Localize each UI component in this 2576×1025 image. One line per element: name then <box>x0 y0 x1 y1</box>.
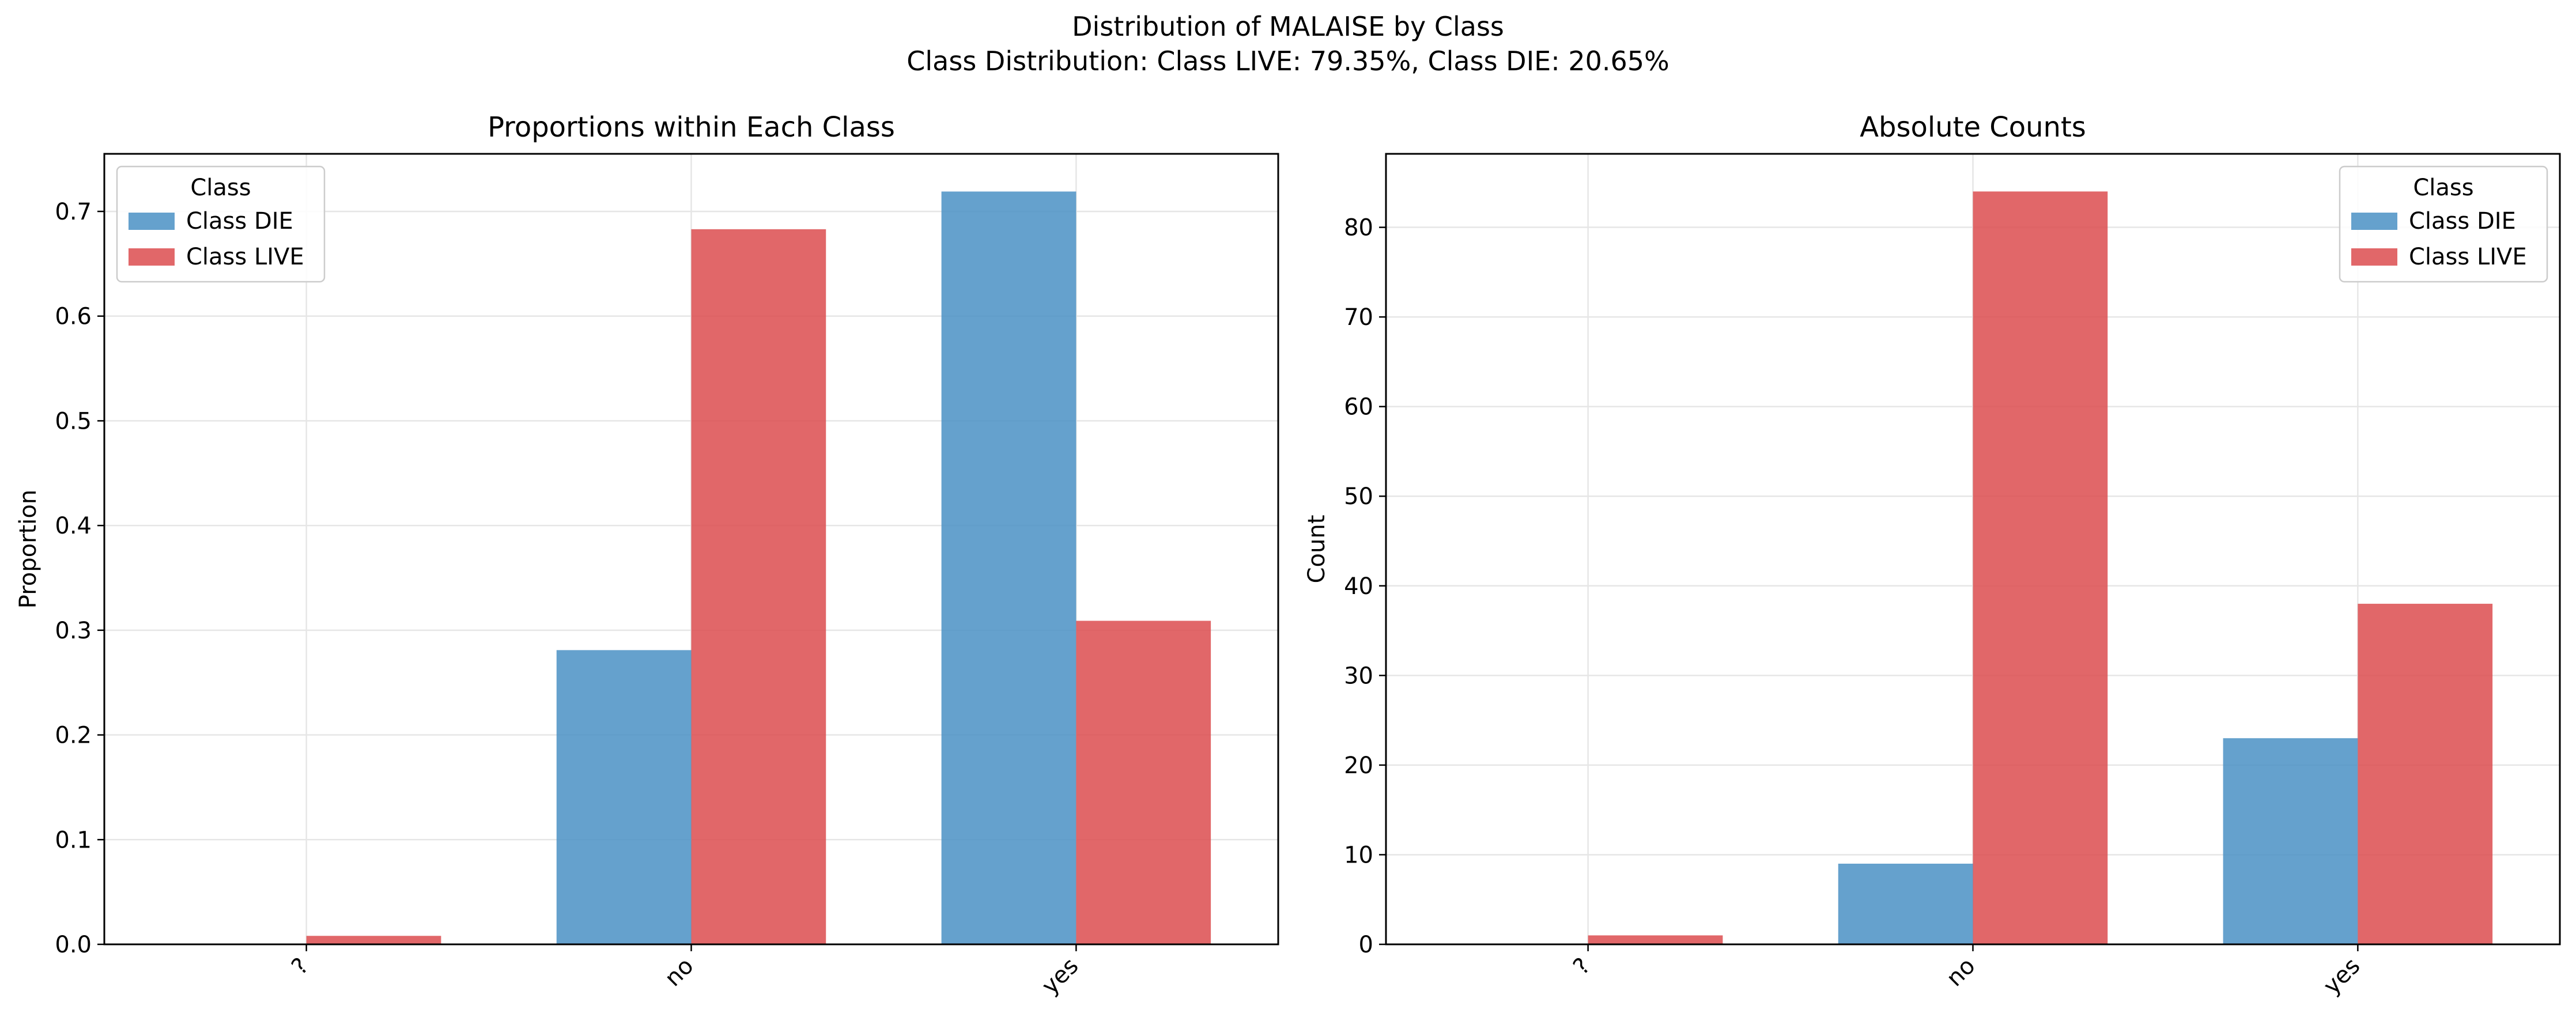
bar-live <box>691 229 826 944</box>
x-tick-label: yes <box>1037 953 1083 1000</box>
y-tick-label: 70 <box>1344 304 1373 331</box>
y-tick-label: 20 <box>1344 752 1373 779</box>
y-tick-label: 10 <box>1344 842 1373 868</box>
y-axis-label: Count <box>1304 515 1330 584</box>
x-tick-label: ? <box>1568 953 1596 981</box>
legend-swatch-die <box>2351 213 2397 230</box>
y-axis-label: Proportion <box>15 490 41 608</box>
legend-title: Class <box>2413 175 2473 201</box>
y-tick-label: 80 <box>1344 215 1373 241</box>
proportions-panel: Proportions within Each Class 0.0 0.1 0.2 0.… <box>15 111 1279 1000</box>
y-tick-label: 0 <box>1359 932 1373 958</box>
y-tick-label: 0.3 <box>55 618 92 644</box>
y-tick-label: 30 <box>1344 663 1373 689</box>
y-tick-label: 0.0 <box>55 932 92 958</box>
bar-live <box>2358 603 2493 944</box>
figure-title: Distribution of MALAISE by Class <box>1072 11 1504 42</box>
bar-die <box>2223 738 2358 944</box>
y-tick-label: 0.6 <box>55 304 92 330</box>
legend-label: Class DIE <box>186 208 293 234</box>
bar-live <box>1973 191 2108 944</box>
legend-label: Class LIVE <box>2409 244 2527 270</box>
y-tick-label: 40 <box>1344 573 1373 600</box>
legend-label: Class DIE <box>2409 208 2516 234</box>
x-tick-label: no <box>1942 953 1981 992</box>
legend-swatch-live <box>2351 248 2397 266</box>
bar-live <box>306 936 441 944</box>
y-tick-label: 0.4 <box>55 513 92 539</box>
legend-title: Class <box>190 175 251 201</box>
y-tick-label: 50 <box>1344 483 1373 510</box>
panel-title: Absolute Counts <box>1860 111 2086 143</box>
y-tick-label: 0.1 <box>55 827 92 853</box>
panel-title: Proportions within Each Class <box>488 111 895 143</box>
legend-label: Class LIVE <box>186 244 304 270</box>
x-tick-label: yes <box>2318 953 2365 1000</box>
counts-panel: Absolute Counts 0 10 20 30 40 50 60 70 80? no yes Co… <box>1304 111 2561 1000</box>
y-tick-label: 0.7 <box>55 199 92 225</box>
legend-swatch-die <box>129 213 175 230</box>
legend-swatch-live <box>129 248 175 266</box>
y-tick-label: 0.2 <box>55 723 92 749</box>
bar-live <box>1588 935 1723 944</box>
bar-die <box>556 650 692 944</box>
x-tick-label: no <box>660 953 699 992</box>
bar-die <box>941 191 1077 944</box>
y-tick-label: 0.5 <box>55 408 92 434</box>
figure-subtitle: Class Distribution: Class LIVE: 79.35%, … <box>906 46 1669 77</box>
y-tick-label: 60 <box>1344 394 1373 421</box>
x-tick-label: ? <box>286 953 314 981</box>
bar-live <box>1076 621 1211 944</box>
bar-die <box>1838 864 1973 944</box>
